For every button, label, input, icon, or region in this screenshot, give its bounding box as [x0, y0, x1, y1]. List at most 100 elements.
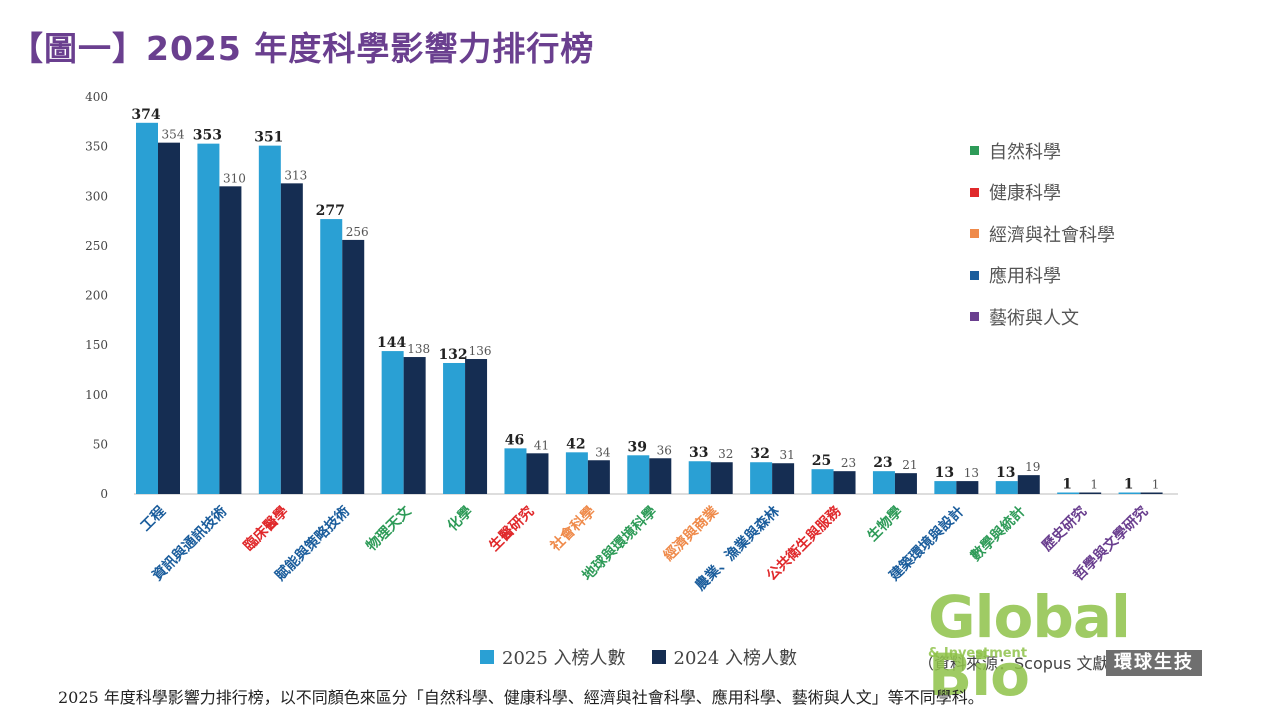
data-label-2025: 374 — [131, 107, 160, 123]
y-tick-label: 300 — [85, 189, 108, 203]
bar-2024 — [158, 142, 180, 494]
data-label-2025: 351 — [254, 130, 283, 146]
legend-swatch-2025 — [480, 650, 494, 664]
category-label: 生醫研究 — [486, 503, 538, 555]
data-label-2024: 1 — [1090, 478, 1098, 492]
data-label-2024: 36 — [657, 443, 672, 457]
bar-2025 — [136, 122, 158, 495]
bar-2024 — [1079, 492, 1102, 494]
y-tick-label: 250 — [85, 239, 108, 253]
bar-2025 — [443, 362, 466, 494]
y-tick-label: 50 — [93, 437, 108, 451]
page-title: 【圖一】2025 年度科學影響力排行榜 — [10, 29, 595, 68]
data-label-2025: 353 — [193, 128, 222, 144]
category-label: 經濟與商業 — [660, 502, 722, 564]
bar-2024 — [1140, 492, 1163, 494]
data-label-2024: 1 — [1152, 478, 1160, 492]
bar-2025 — [811, 469, 834, 494]
data-label-2025: 1 — [1124, 477, 1134, 493]
field-legend: 自然科學 健康科學 經濟與社會科學 應用科學 藝術與人文 — [970, 130, 1115, 338]
data-label-2025: 132 — [438, 347, 467, 363]
data-label-2024: 354 — [162, 128, 185, 142]
data-label-2024: 41 — [534, 438, 549, 452]
data-label-2024: 13 — [964, 466, 979, 480]
bar-2025 — [258, 145, 281, 494]
data-label-2025: 32 — [750, 446, 769, 462]
legend-2025: 2025 入榜人數 — [480, 644, 626, 670]
field-legend-item: 自然科學 — [970, 130, 1115, 172]
bar-2024 — [710, 462, 733, 494]
bar-2025 — [1057, 492, 1080, 494]
data-label-2024: 138 — [407, 342, 430, 356]
data-label-2024: 313 — [284, 168, 307, 182]
bar-2024 — [833, 471, 856, 494]
field-legend-swatch — [970, 187, 979, 197]
data-label-2024: 32 — [718, 447, 733, 461]
bar-2024 — [649, 458, 672, 494]
field-legend-item: 應用科學 — [970, 255, 1115, 297]
bar-2025 — [565, 452, 588, 494]
bar-2025 — [1118, 492, 1141, 494]
field-legend-label: 自然科學 — [989, 141, 1061, 163]
legend-label-2024: 2024 入榜人數 — [673, 648, 798, 669]
data-label-2024: 256 — [346, 225, 369, 239]
data-label-2024: 136 — [469, 344, 492, 358]
data-label-2024: 21 — [902, 458, 917, 472]
y-tick-label: 350 — [85, 140, 108, 154]
data-label-2025: 33 — [689, 445, 708, 461]
category-label: 數學與統計 — [967, 503, 1029, 565]
y-tick-label: 100 — [85, 388, 108, 402]
data-label-2024: 34 — [595, 445, 611, 459]
category-label: 化學 — [444, 503, 476, 535]
data-label-2025: 46 — [505, 432, 524, 448]
figure-caption: 2025 年度科學影響力排行榜，以不同顏色來區分「自然科學、健康科學、經濟與社會… — [58, 688, 984, 707]
category-label: 生物學 — [864, 503, 906, 545]
bar-2025 — [872, 471, 895, 494]
bar-2025 — [197, 143, 220, 494]
field-legend-swatch — [970, 312, 979, 322]
category-label: 歷史研究 — [1038, 503, 1090, 555]
category-label: 社會科學 — [546, 503, 598, 555]
y-tick-label: 200 — [85, 289, 108, 303]
bar-2024 — [956, 481, 979, 494]
data-label-2025: 13 — [996, 465, 1015, 481]
data-label-2024: 19 — [1025, 460, 1040, 474]
logo-main-text: Global Bio — [928, 583, 1131, 709]
bar-chart: 050100150200250300350400374354工程353310資訊… — [85, 90, 1178, 594]
bar-2024 — [526, 453, 549, 494]
bar-2025 — [934, 481, 957, 494]
y-tick-label: 0 — [100, 487, 108, 501]
bar-2024 — [342, 239, 365, 494]
field-legend-swatch — [970, 270, 979, 280]
field-legend-item: 藝術與人文 — [970, 296, 1115, 338]
category-label: 工程 — [138, 504, 169, 535]
field-legend-swatch — [970, 146, 979, 156]
bar-2025 — [688, 461, 711, 494]
bar-2025 — [381, 351, 404, 494]
bar-2025 — [995, 481, 1018, 494]
global-bio-logo: Global Bio & Investment 環球生技 — [928, 588, 1238, 704]
bar-2025 — [320, 219, 343, 494]
bar-2024 — [403, 357, 426, 494]
y-tick-label: 150 — [85, 338, 108, 352]
field-legend-swatch — [970, 229, 979, 239]
data-label-2025: 39 — [628, 439, 647, 455]
bar-2024 — [1017, 475, 1040, 494]
category-label: 物理天文 — [363, 502, 415, 554]
data-label-2024: 31 — [779, 448, 794, 462]
legend-label-2025: 2025 入榜人數 — [502, 648, 626, 669]
data-label-2025: 277 — [316, 203, 345, 219]
data-label-2025: 144 — [377, 335, 406, 351]
data-label-2025: 25 — [812, 453, 831, 469]
data-label-2025: 1 — [1062, 477, 1072, 493]
field-legend-label: 藝術與人文 — [989, 307, 1079, 329]
legend-swatch-2024 — [651, 650, 666, 664]
data-label-2025: 23 — [873, 455, 892, 471]
bar-2025 — [627, 455, 650, 494]
bar-2025 — [750, 462, 773, 494]
logo-sub-text: & Investment — [928, 646, 1028, 661]
bar-2024 — [219, 186, 242, 494]
bar-2024 — [465, 359, 488, 494]
series-legend: 2025 入榜人數 2024 入榜人數 — [480, 644, 823, 670]
field-legend-label: 健康科學 — [989, 183, 1061, 205]
